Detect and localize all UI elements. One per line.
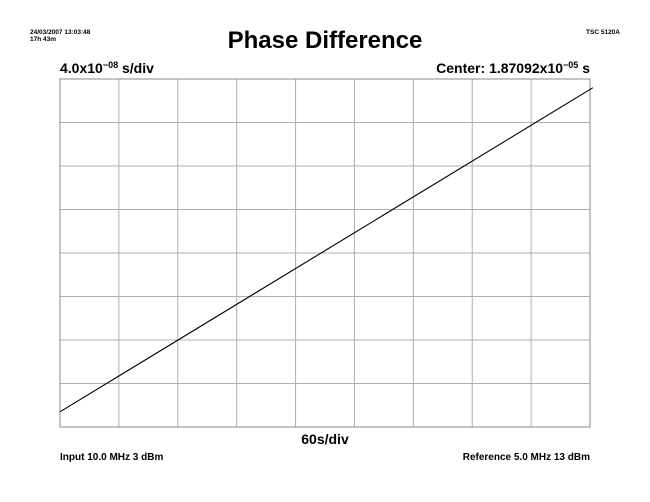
center-exponent: −05 — [563, 60, 579, 70]
reference-signal-info: Reference 5.0 MHz 13 dBm — [462, 452, 590, 463]
center-prefix: Center: — [436, 60, 490, 76]
center-mantissa: 1.87092x10 — [489, 60, 564, 76]
plot-frame — [59, 78, 591, 428]
center-unit: s — [578, 60, 590, 76]
plot-grid — [60, 79, 590, 427]
y-scale-unit: s/div — [118, 60, 154, 76]
phase-trace-line — [59, 87, 594, 413]
timestamp: 24/03/2007 13:03:48 — [30, 29, 91, 36]
elapsed-duration: 17h 43m — [30, 36, 57, 43]
instrument-model: TSC 5120A — [586, 29, 620, 36]
center-value-label: Center: 1.87092x10−05 s — [436, 60, 590, 76]
input-signal-info: Input 10.0 MHz 3 dBm — [60, 452, 164, 463]
y-scale-mantissa: 4.0x10 — [60, 60, 103, 76]
y-scale-exponent: −08 — [102, 60, 119, 70]
y-scale-label: 4.0x10−08 s/div — [60, 60, 154, 76]
x-scale-label: 60s/div — [301, 431, 349, 447]
chart-title: Phase Difference — [227, 27, 423, 54]
